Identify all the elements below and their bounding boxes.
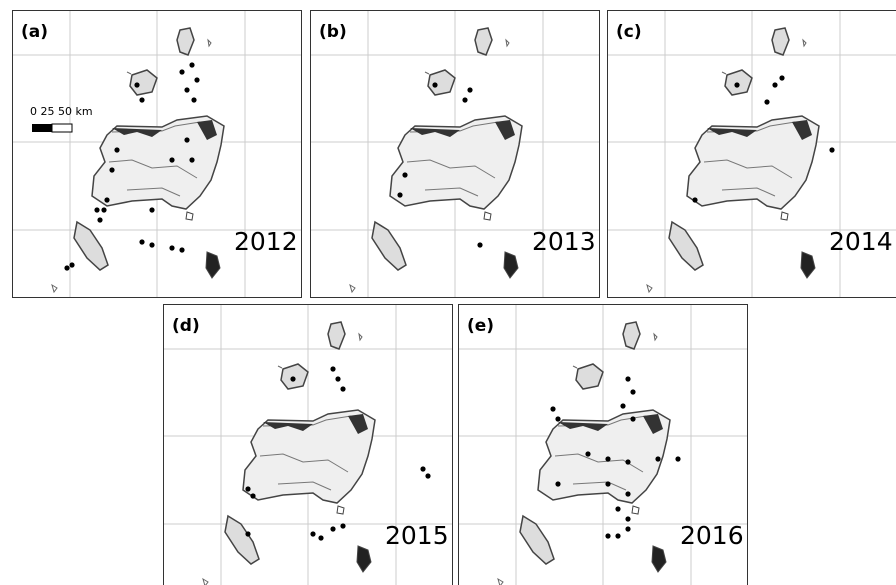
occurrence-dot (625, 376, 631, 382)
occurrence-dot (625, 516, 631, 522)
panel-label: (c) (616, 22, 642, 42)
occurrence-dot (734, 82, 740, 88)
occurrence-dot (184, 87, 190, 93)
occurrence-dot (340, 386, 346, 392)
occurrence-dot (605, 456, 611, 462)
occurrence-dot (555, 416, 561, 422)
occurrence-dot (555, 481, 561, 487)
occurrence-dot (829, 147, 835, 153)
year-label: 2012 (234, 227, 298, 256)
occurrence-dot (184, 137, 190, 143)
occurrence-dot (615, 506, 621, 512)
occurrence-dot (630, 416, 636, 422)
scale-bar-dark (32, 124, 52, 132)
occurrence-dot (625, 526, 631, 532)
year-label: 2013 (532, 227, 596, 256)
occurrence-dot (625, 459, 631, 465)
occurrence-dot (330, 526, 336, 532)
occurrence-dot (245, 531, 251, 537)
occurrence-dot (550, 406, 556, 412)
occurrence-dot (189, 157, 195, 163)
occurrence-dot (779, 75, 785, 81)
occurrence-dot (64, 265, 70, 271)
occurrence-dot (420, 466, 426, 472)
occurrence-dot (615, 533, 621, 539)
year-label: 2016 (680, 521, 744, 550)
scale-label: 0 25 50 km (30, 105, 93, 118)
map-panel: (e) 2016 (458, 304, 748, 585)
occurrence-dot (335, 376, 341, 382)
map-panel: (b) 2013 (310, 10, 600, 298)
occurrence-dot (250, 493, 256, 499)
occurrence-dot (425, 473, 431, 479)
occurrence-dot (585, 451, 591, 457)
occurrence-dot (764, 99, 770, 105)
occurrence-dot (655, 456, 661, 462)
occurrence-dot (772, 82, 778, 88)
occurrence-dot (139, 239, 145, 245)
occurrence-dot (692, 197, 698, 203)
occurrence-dot (402, 172, 408, 178)
occurrence-dot (101, 207, 107, 213)
map-panel: (a) 2012 0 25 50 km (12, 10, 302, 298)
scale-bar-light (51, 123, 73, 133)
occurrence-dot (109, 167, 115, 173)
occurrence-dot (179, 247, 185, 253)
occurrence-dot (397, 192, 403, 198)
occurrence-dot (189, 62, 195, 68)
occurrence-dot (179, 69, 185, 75)
map-panel: (d) 2015 (163, 304, 453, 585)
occurrence-dot (340, 523, 346, 529)
occurrence-dot (620, 403, 626, 409)
occurrence-dot (97, 217, 103, 223)
year-label: 2014 (829, 227, 893, 256)
year-label: 2015 (385, 521, 449, 550)
occurrence-dot (169, 245, 175, 251)
occurrence-dot (191, 97, 197, 103)
occurrence-dot (134, 82, 140, 88)
occurrence-dot (605, 533, 611, 539)
panel-label: (e) (467, 316, 494, 336)
occurrence-dot (605, 481, 611, 487)
occurrence-dot (104, 197, 110, 203)
occurrence-dot (462, 97, 468, 103)
occurrence-dot (290, 376, 296, 382)
occurrence-dot (169, 157, 175, 163)
occurrence-dot (245, 486, 251, 492)
panel-label: (b) (319, 22, 347, 42)
occurrence-dot (149, 242, 155, 248)
occurrence-dot (69, 262, 75, 268)
occurrence-dot (94, 207, 100, 213)
panel-label: (a) (21, 22, 48, 42)
occurrence-dot (114, 147, 120, 153)
occurrence-dot (149, 207, 155, 213)
map-panel: (c) 2014 (607, 10, 896, 298)
occurrence-dot (330, 366, 336, 372)
occurrence-dot (477, 242, 483, 248)
panel-label: (d) (172, 316, 200, 336)
occurrence-dot (625, 491, 631, 497)
occurrence-dot (139, 97, 145, 103)
occurrence-dot (318, 535, 324, 541)
occurrence-dot (675, 456, 681, 462)
occurrence-dot (630, 389, 636, 395)
occurrence-dot (467, 87, 473, 93)
occurrence-dot (432, 82, 438, 88)
occurrence-dot (194, 77, 200, 83)
occurrence-dot (310, 531, 316, 537)
